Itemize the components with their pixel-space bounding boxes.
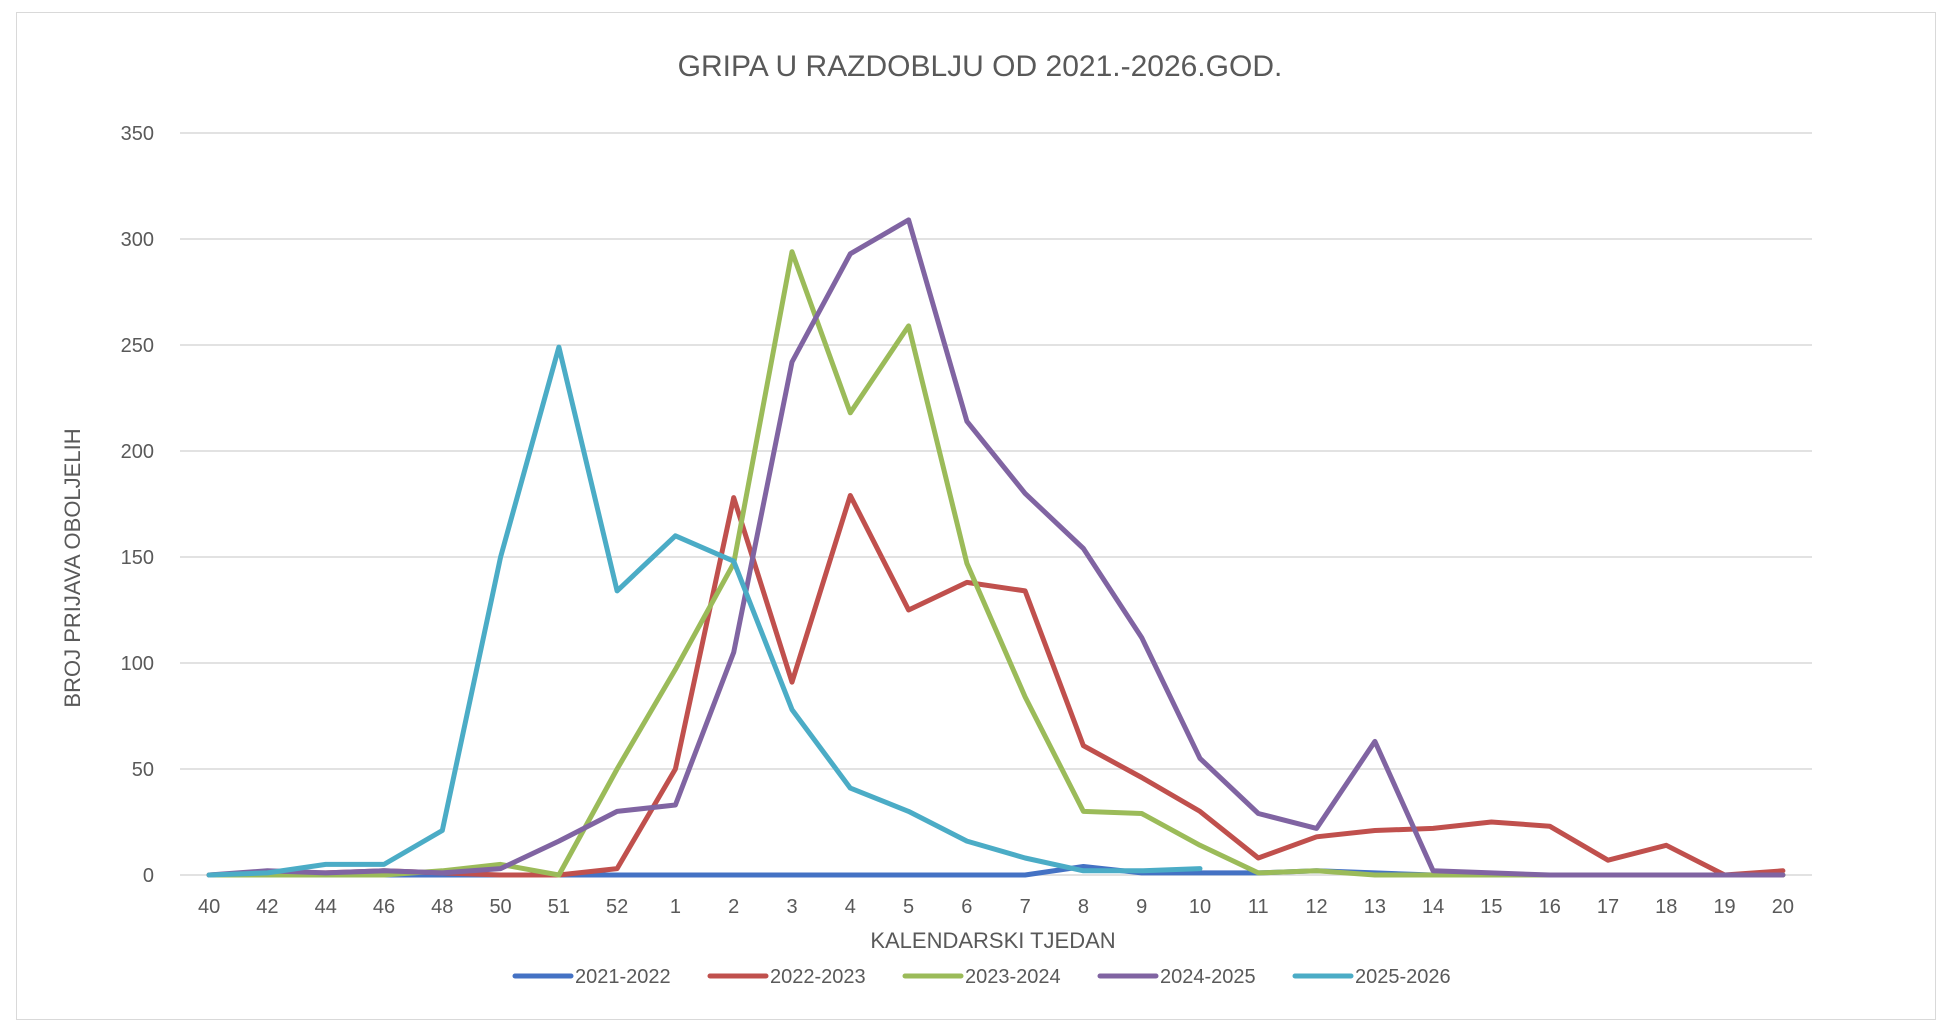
legend-label: 2023-2024 — [965, 966, 1061, 988]
series-line-2024-2025 — [206, 217, 1786, 878]
x-tick-label: 3 — [786, 896, 797, 918]
y-tick-label: 0 — [143, 865, 154, 887]
legend-label: 2025-2026 — [1355, 966, 1451, 988]
x-tick-label: 52 — [606, 896, 628, 918]
x-tick-label: 15 — [1480, 896, 1502, 918]
y-tick-label: 50 — [132, 759, 154, 781]
y-tick-label: 200 — [121, 441, 154, 463]
x-tick-label: 16 — [1539, 896, 1561, 918]
x-tick-label: 46 — [373, 896, 395, 918]
x-tick-label: 14 — [1422, 896, 1444, 918]
gridlines — [180, 132, 1812, 876]
series-line-2025-2026 — [206, 344, 1203, 878]
x-tick-label: 10 — [1189, 896, 1211, 918]
x-tick-label: 44 — [315, 896, 337, 918]
x-tick-label: 9 — [1136, 896, 1147, 918]
y-tick-label: 150 — [121, 547, 154, 569]
x-tick-label: 19 — [1713, 896, 1735, 918]
x-axis-label: KALENDARSKI TJEDAN — [870, 928, 1115, 953]
y-tick-label: 300 — [121, 229, 154, 251]
x-tick-label: 13 — [1364, 896, 1386, 918]
legend-label: 2022-2023 — [770, 966, 866, 988]
legend: 2021-2022 2022-2023 2023-2024 2024-2025 2025… — [512, 966, 1451, 988]
series-line-2022-2023 — [206, 493, 1786, 878]
x-tick-label: 20 — [1772, 896, 1794, 918]
x-tick-label: 5 — [903, 896, 914, 918]
x-tick-label: 40 — [198, 896, 220, 918]
x-tick-label: 4 — [845, 896, 856, 918]
x-tick-label: 42 — [256, 896, 278, 918]
x-tick-label: 50 — [489, 896, 511, 918]
chart-frame — [16, 12, 1936, 1020]
legend-label: 2024-2025 — [1160, 966, 1256, 988]
x-tick-label: 2 — [728, 896, 739, 918]
chart-title: GRIPA U RAZDOBLJU OD 2021.-2026.GOD. — [678, 50, 1283, 83]
x-tick-label: 48 — [431, 896, 453, 918]
x-tick-label: 1 — [670, 896, 681, 918]
legend-label: 2021-2022 — [575, 966, 671, 988]
x-axis-ticks: 40 42 44 46 48 50 51 52 1 2 3 4 5 6 7 8 9 10 11 12 13 14 15 16 1… — [198, 896, 1794, 918]
y-axis-ticks: 0 50 100 150 200 250 300 350 — [121, 123, 154, 887]
y-axis-label: BROJ PRIJAVA OBOLJELIH — [60, 428, 85, 707]
y-tick-label: 250 — [121, 335, 154, 357]
y-tick-label: 350 — [121, 123, 154, 145]
x-tick-label: 12 — [1305, 896, 1327, 918]
x-tick-label: 6 — [961, 896, 972, 918]
x-tick-label: 51 — [548, 896, 570, 918]
x-tick-label: 7 — [1020, 896, 1031, 918]
x-tick-label: 11 — [1248, 896, 1269, 918]
y-tick-label: 100 — [121, 653, 154, 675]
x-tick-label: 18 — [1655, 896, 1677, 918]
series-lines — [206, 217, 1786, 878]
x-tick-label: 17 — [1597, 896, 1619, 918]
x-tick-label: 8 — [1078, 896, 1089, 918]
